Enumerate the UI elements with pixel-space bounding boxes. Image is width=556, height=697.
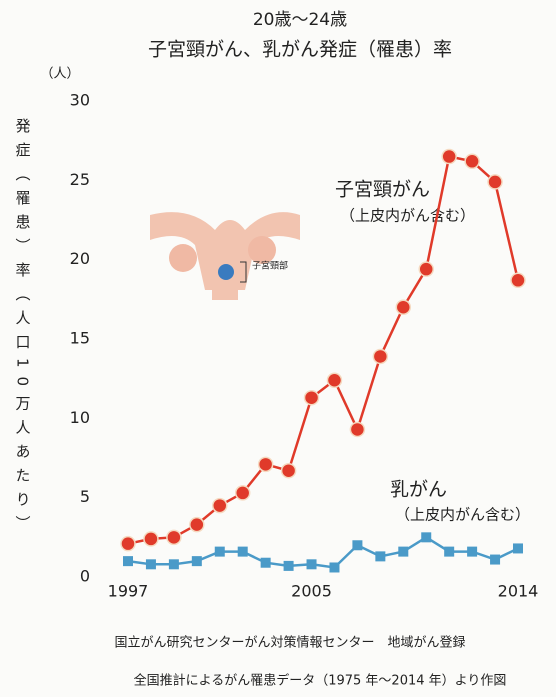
marker (284, 561, 294, 571)
marker (467, 547, 477, 557)
marker (146, 559, 156, 569)
marker (488, 175, 502, 189)
marker (421, 532, 431, 542)
marker (121, 537, 135, 551)
illustration-label: 子宮頸部 (252, 260, 288, 272)
y-unit: （人） (40, 67, 79, 82)
marker (144, 532, 158, 546)
marker (444, 547, 454, 557)
marker (419, 262, 433, 276)
annotation: 乳がん (390, 479, 447, 501)
marker (327, 373, 341, 387)
marker (396, 300, 410, 314)
marker (167, 530, 181, 544)
y-tick-label: 0 (80, 567, 90, 586)
marker (282, 464, 296, 478)
marker (190, 518, 204, 532)
y-tick-label: 20 (70, 249, 90, 268)
chart-title: 20歳～24歳 (253, 10, 347, 30)
marker (123, 556, 133, 566)
annotation: （上皮内がん含む） (340, 207, 475, 225)
marker (261, 558, 271, 568)
marker (490, 555, 500, 565)
marker (511, 273, 525, 287)
marker (307, 559, 317, 569)
ovary (169, 244, 197, 272)
y-tick-label: 10 (70, 408, 90, 427)
marker (192, 556, 202, 566)
marker (329, 562, 339, 572)
marker (350, 422, 364, 436)
x-tick-label: 1997 (108, 582, 149, 601)
marker (375, 551, 385, 561)
y-tick-label: 30 (70, 91, 90, 110)
y-tick-label: 5 (80, 487, 90, 506)
marker (169, 559, 179, 569)
chart-subtitle: 子宮頸がん、乳がん発症（罹患）率 (148, 39, 452, 61)
marker (465, 154, 479, 168)
marker (259, 457, 273, 471)
marker (236, 486, 250, 500)
marker (215, 547, 225, 557)
y-axis-label: 発症（罹患）率（人口10万人あたり） (14, 118, 32, 539)
lesion (218, 264, 234, 280)
marker (513, 543, 523, 553)
x-tick-label: 2005 (291, 582, 332, 601)
marker (442, 150, 456, 164)
ovary (248, 236, 276, 264)
marker (305, 391, 319, 405)
source: 全国推計によるがん罹患データ（1975 年～2014 年）より作図 (134, 673, 507, 689)
marker (213, 499, 227, 513)
annotation: 子宮頸がん (335, 179, 430, 201)
marker (238, 547, 248, 557)
source: 国立がん研究センターがん対策情報センター 地域がん登録 (114, 635, 465, 651)
marker (352, 540, 362, 550)
y-tick-label: 15 (70, 329, 90, 348)
x-tick-label: 2014 (498, 582, 539, 601)
marker (398, 547, 408, 557)
y-tick-label: 25 (70, 170, 90, 189)
marker (373, 349, 387, 363)
annotation: （上皮内がん含む） (395, 506, 530, 524)
chart: 20歳～24歳 子宮頸がん、乳がん発症（罹患）率 （人） 発症（罹患）率（人口1… (0, 0, 556, 697)
